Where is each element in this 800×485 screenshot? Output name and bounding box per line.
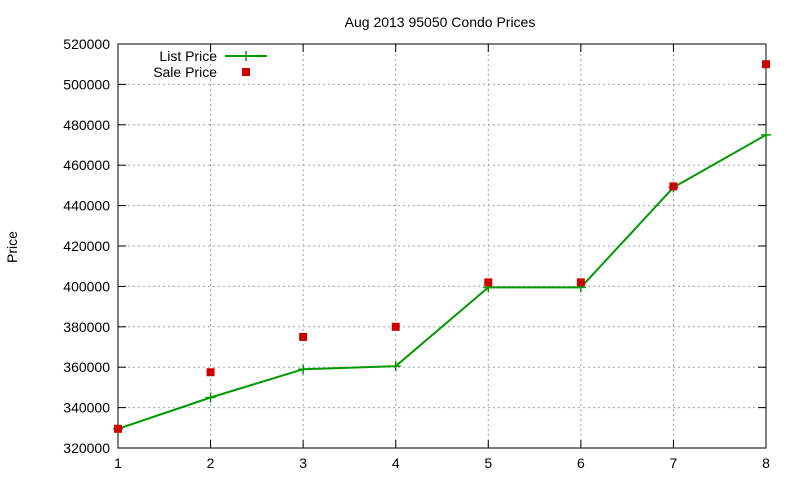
y-tick-label: 380000 [63, 319, 110, 335]
y-tick-label: 480000 [63, 117, 110, 133]
y-tick-label: 320000 [63, 440, 110, 456]
y-tick-label: 400000 [63, 278, 110, 294]
list-price-line [117, 134, 767, 430]
list-price-point [761, 129, 771, 140]
sale-price-point [206, 368, 215, 377]
x-tick-label: 6 [577, 455, 585, 471]
y-tick-label: 520000 [63, 36, 110, 52]
legend-square-swatch [242, 68, 250, 76]
legend-label: Sale Price [153, 64, 217, 80]
list-price-point [298, 364, 309, 375]
sale-price-point [391, 322, 400, 331]
chart-title: Aug 2013 95050 Condo Prices [345, 14, 536, 30]
y-axis-label: Price [4, 231, 20, 263]
series-layer [113, 60, 771, 434]
list-price-point [390, 361, 401, 372]
sale-price-point [299, 332, 308, 341]
sale-price-point [576, 278, 585, 287]
sale-price-point [669, 182, 678, 191]
x-tick-label: 5 [484, 455, 492, 471]
y-tick-label: 440000 [63, 198, 110, 214]
y-tick-label: 460000 [63, 157, 110, 173]
series-sale-price [114, 60, 770, 433]
x-tick-label: 1 [114, 455, 122, 471]
x-tick-label: 4 [392, 455, 400, 471]
sale-price-point [762, 60, 770, 69]
x-tick-label: 3 [299, 455, 307, 471]
x-tick-label: 8 [762, 455, 770, 471]
sale-price-point [484, 278, 493, 287]
y-tick-label: 420000 [63, 238, 110, 254]
axis-ticks: 320000 340000 360000 380000 400000 420000 4400… [63, 36, 770, 471]
list-price-point [205, 392, 216, 403]
y-tick-label: 500000 [63, 76, 110, 92]
x-tick-label: 7 [670, 455, 678, 471]
y-tick-label: 360000 [63, 359, 110, 375]
legend-cross-swatch [241, 51, 251, 61]
y-tick-label: 340000 [63, 400, 110, 416]
grid-lines [118, 44, 766, 448]
series-list-price [113, 129, 771, 434]
x-tick-label: 2 [207, 455, 215, 471]
sale-price-point [114, 424, 122, 433]
legend-label: List Price [159, 48, 217, 64]
